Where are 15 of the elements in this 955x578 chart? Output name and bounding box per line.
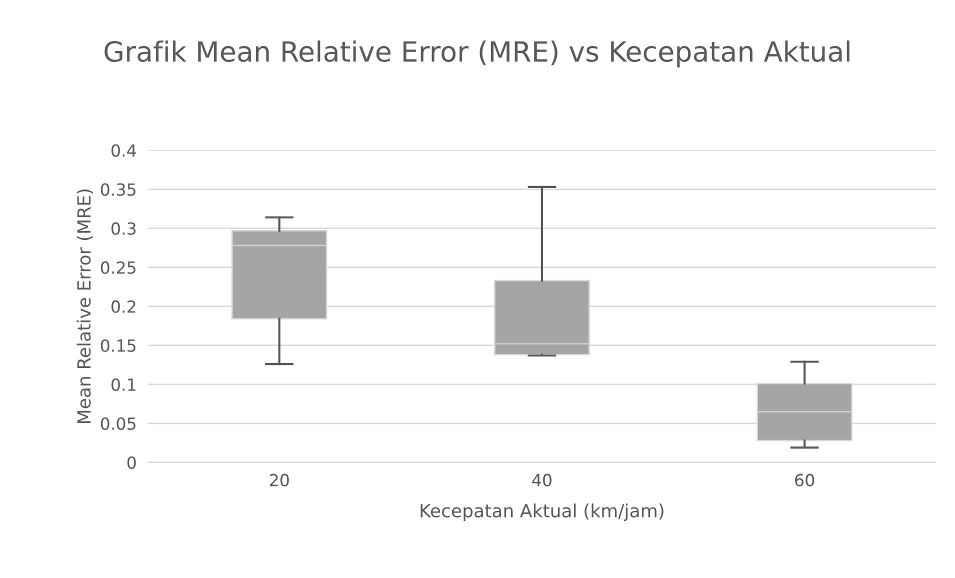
y-tick-label: 0.05: [100, 417, 136, 430]
y-tick-label: 0.1: [112, 378, 136, 391]
x-tick-label: 20: [270, 474, 289, 486]
chart-title: Grafik Mean Relative Error (MRE) vs Kecepatan Aktual: [104, 40, 850, 68]
y-tick-label: 0.2: [112, 300, 136, 313]
x-tick-label: 60: [795, 474, 814, 486]
y-tick-label: 0.25: [100, 261, 136, 274]
y-tick-label: 0.4: [112, 144, 136, 157]
y-tick-label: 0.15: [100, 339, 136, 352]
y-tick-label: 0.35: [100, 183, 136, 196]
x-axis-title: Kecepatan Aktual (km/jam): [420, 504, 664, 522]
y-axis-title: Mean Relative Error (MRE): [76, 189, 93, 423]
x-tick-label: 40: [532, 474, 552, 486]
y-tick-label: 0.3: [112, 222, 136, 235]
y-tick-label: 0: [127, 456, 136, 469]
